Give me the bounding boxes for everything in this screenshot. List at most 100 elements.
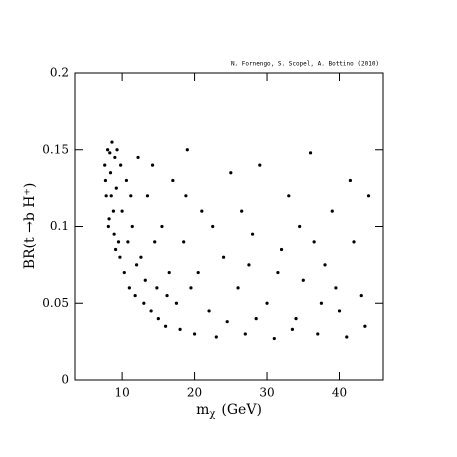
point: [113, 247, 118, 252]
point: [290, 327, 295, 331]
point: [133, 293, 137, 298]
point: [126, 240, 130, 244]
point: [211, 224, 215, 229]
point: [240, 209, 244, 213]
point: [109, 194, 113, 198]
x-tick-label: 40: [332, 386, 347, 400]
point: [294, 317, 298, 321]
point: [124, 178, 129, 183]
point: [106, 224, 110, 229]
point: [160, 224, 164, 229]
point: [149, 309, 153, 313]
point: [247, 263, 251, 267]
point: [221, 255, 226, 259]
point: [308, 151, 313, 155]
point: [258, 163, 262, 167]
point: [184, 194, 188, 198]
point: [171, 178, 175, 183]
point: [348, 178, 352, 183]
point: [192, 332, 197, 336]
x-tick-label: 30: [259, 386, 274, 400]
point: [301, 278, 305, 282]
annotation: N. Fornengo, S. Scopel, A. Bottino (2010…: [231, 61, 379, 68]
x-tick-label: 20: [187, 386, 202, 400]
point: [135, 263, 139, 267]
point: [366, 194, 371, 198]
y-axis-label: BR(t →b H⁺): [22, 183, 38, 270]
point: [345, 335, 349, 339]
point: [122, 270, 126, 275]
point: [182, 240, 186, 244]
point: [316, 332, 320, 336]
point: [178, 327, 182, 331]
point: [103, 178, 108, 183]
point: [112, 232, 116, 236]
point: [272, 336, 276, 341]
point: [142, 301, 146, 305]
point: [110, 140, 114, 144]
point: [106, 148, 110, 152]
point: [108, 151, 112, 155]
point: [116, 240, 121, 244]
point: [108, 171, 113, 175]
y-tick-label: 0.05: [42, 296, 69, 310]
point: [163, 324, 168, 328]
point: [120, 209, 124, 213]
point: [167, 270, 171, 275]
y-tick-label: 0.2: [50, 66, 69, 80]
point: [337, 309, 342, 313]
point: [214, 335, 218, 339]
point: [359, 293, 363, 298]
point: [118, 255, 122, 259]
x-tick-label: 10: [114, 386, 129, 400]
point: [196, 270, 200, 275]
point: [200, 209, 204, 213]
point: [145, 194, 150, 198]
point: [103, 163, 107, 167]
point: [165, 293, 169, 298]
point: [153, 240, 157, 244]
x-axis-label: mχ (GeV): [196, 402, 262, 420]
point: [115, 148, 119, 152]
point: [185, 148, 189, 152]
point: [276, 270, 280, 275]
point: [279, 247, 284, 252]
point: [243, 332, 247, 336]
point: [174, 301, 179, 305]
point: [330, 209, 334, 213]
point: [363, 324, 367, 328]
point: [250, 232, 255, 236]
point: [207, 309, 211, 313]
point: [107, 217, 111, 221]
point: [236, 286, 240, 290]
point: [323, 263, 327, 267]
point: [113, 155, 117, 160]
point: [298, 224, 302, 229]
point: [130, 224, 134, 229]
point: [254, 317, 258, 321]
point: [312, 240, 316, 244]
x-label-unit: (GeV): [221, 402, 262, 418]
point: [334, 286, 338, 290]
y-tick-label: 0.15: [42, 142, 69, 156]
point: [104, 194, 108, 198]
x-label-base: m: [196, 402, 209, 418]
point: [119, 163, 123, 167]
point: [319, 301, 323, 305]
point: [229, 171, 233, 175]
y-tick-label: 0.1: [50, 219, 69, 233]
point: [136, 155, 140, 160]
point: [129, 194, 133, 198]
point: [139, 255, 143, 259]
point: [225, 320, 229, 324]
point: [127, 286, 131, 290]
y-tick-label: 0: [61, 373, 69, 387]
point: [265, 301, 269, 305]
point: [114, 186, 118, 190]
point: [143, 278, 147, 282]
plot-frame: [74, 72, 384, 381]
point: [189, 286, 193, 290]
point: [150, 163, 155, 167]
x-label-sub: χ: [209, 409, 215, 420]
